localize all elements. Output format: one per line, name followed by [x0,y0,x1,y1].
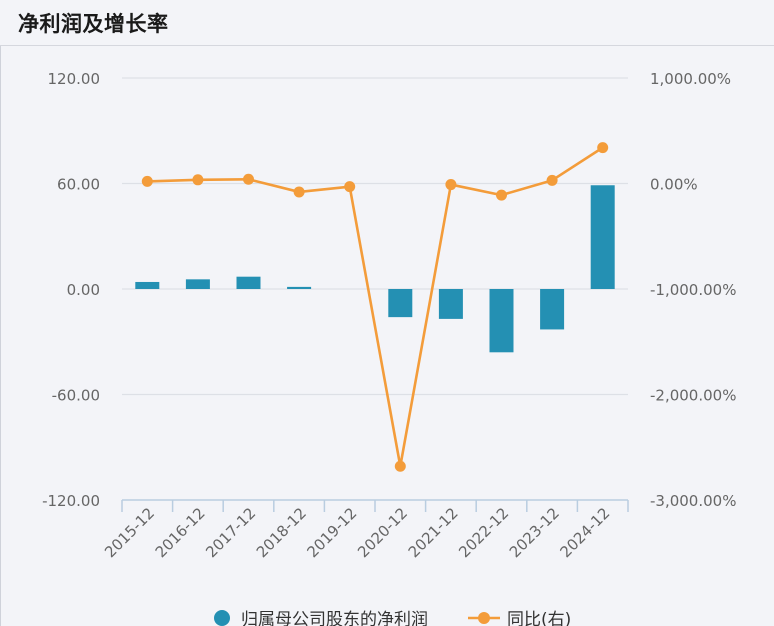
legend-bar-label: 归属母公司股东的净利润 [241,610,428,626]
x-tick-label: 2024-12 [556,504,613,561]
y-left-tick-label: 60.00 [57,176,100,194]
legend-line-label: 同比(右) [507,610,571,626]
bar [287,286,312,289]
growth-point [445,179,457,191]
x-tick-label: 2023-12 [506,504,563,561]
x-tick-label: 2018-12 [253,504,310,561]
growth-point [344,181,356,193]
growth-point [496,189,507,201]
growth-point [141,175,153,187]
y-right-tick-label: 0.00% [650,176,698,194]
title-bar: 净利润及增长率 [0,0,774,46]
x-tick-label: 2015-12 [101,504,158,561]
bar [388,289,413,318]
x-tick-label: 2019-12 [303,504,360,561]
grid-layer [122,77,628,396]
growth-point [597,142,609,154]
growth-point [192,174,204,186]
bar [590,185,615,289]
bar-layer [135,185,615,353]
legend-line-marker-dot [478,612,490,624]
x-tick-label: 2022-12 [455,504,512,561]
y-left-tick-label: -120.00 [42,492,100,510]
x-tick-label: 2021-12 [405,504,462,561]
y-right-tick-label: -2,000.00% [650,387,736,405]
y-right-tick-label: 1,000.00% [650,70,731,88]
growth-point [293,186,305,198]
bar [438,289,463,319]
legend: 归属母公司股东的净利润 同比(右) [214,610,571,626]
legend-bar-marker [214,610,230,626]
growth-line [147,146,604,468]
bar [185,279,210,289]
chart-title: 净利润及增长率 [18,12,169,36]
growth-point [243,173,254,185]
y-right-tick-label: -1,000.00% [650,281,736,299]
y-left-tick-label: -60.00 [52,387,100,405]
x-tick-label: 2020-12 [354,504,411,561]
y-left-tick-label: 0.00 [67,281,100,299]
x-tick-label: 2016-12 [152,504,209,561]
axis-layer [121,499,629,512]
line-layer [141,142,609,472]
bar [135,281,160,289]
y-right-tick-label: -3,000.00% [650,492,736,510]
bar [489,289,514,353]
chart-svg: 120.00 1,000.00% 60.00 0.00% 0.00 -1,000.00% -… [42,70,736,561]
growth-point [546,174,558,186]
y-left-tick-label: 120.00 [48,70,101,88]
bar [540,289,565,330]
panel-left-border [0,46,1,626]
growth-point [394,460,406,472]
x-tick-label: 2017-12 [202,504,259,561]
bar [236,276,261,289]
